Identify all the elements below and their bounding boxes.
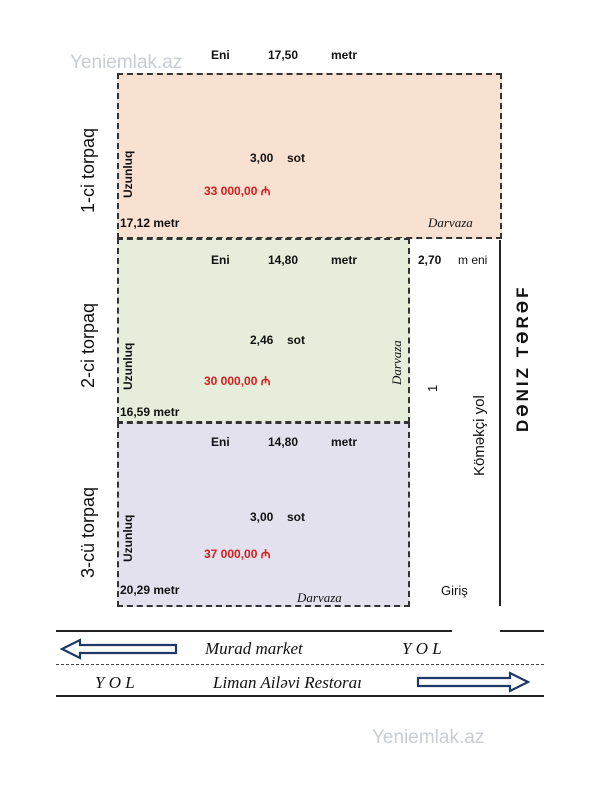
plot-3-area-unit: sot [287, 510, 305, 524]
plot-3-eni-unit: metr [331, 435, 358, 449]
plot-2-eni-label: Eni [211, 253, 230, 267]
plot-1-price: 33 000,00 ₼ [204, 184, 271, 198]
plot-2 [117, 238, 410, 423]
plot-3-side-label: 3-cü torpaq [78, 486, 98, 578]
watermark-bottom: Yeniemlak.az [372, 727, 485, 748]
side-road-right-boundary [499, 240, 501, 606]
side-road-entrance: Giriş [441, 583, 468, 598]
road-top-line-left [56, 630, 410, 632]
plot-1-uzunluq-value: 17,12 metr [120, 216, 180, 230]
plot-3-uzunluq-label: Uzunluq [121, 514, 135, 562]
plot-1-eni-value: 17,50 [268, 48, 299, 62]
plot-2-area-value: 2,46 [250, 333, 274, 347]
sea-side-label: Dəniz tərəf [513, 284, 532, 432]
plot-1-area-value: 3,00 [250, 151, 274, 165]
road-top-line-mid [368, 630, 452, 632]
side-road-number: 1 [425, 384, 440, 392]
plot-3-eni-value: 14,80 [268, 435, 299, 449]
plot-3-uzunluq-value: 20,29 metr [120, 583, 180, 597]
side-road-name: Köməkçi yol [471, 395, 488, 476]
plot-2-side-label: 2-ci torpaq [78, 302, 98, 388]
road-restaurant: Liman Ailəvi Restoraı [213, 673, 362, 692]
side-road-width-unit: m eni [458, 253, 488, 267]
road-yol-top: Y O L [402, 639, 442, 658]
watermark-top: Yeniemlak.az [70, 52, 183, 73]
plot-2-eni-unit: metr [331, 253, 358, 267]
plot-3-eni-label: Eni [211, 435, 230, 449]
side-road-width-value: 2,70 [418, 253, 442, 267]
plot-3-area-value: 3,00 [250, 510, 274, 524]
road-bottom-line [56, 695, 544, 697]
plot-3-price: 37 000,00 ₼ [204, 547, 271, 561]
plot-1-eni-unit: metr [331, 48, 358, 62]
road-center-line [56, 664, 544, 665]
arrow-left-icon [60, 638, 178, 660]
plot-2-uzunluq-value: 16,59 metr [120, 405, 180, 419]
plot-1-side-label: 1-ci torpaq [78, 127, 98, 213]
arrow-right-icon [416, 671, 530, 693]
plot-2-gate: Darvaza [389, 340, 404, 385]
plot-1-uzunluq-label: Uzunluq [121, 150, 135, 198]
plot-2-uzunluq-label: Uzunluq [121, 342, 135, 390]
plot-2-eni-value: 14,80 [268, 253, 299, 267]
plot-3-gate: Darvaza [297, 590, 342, 605]
road-top-line-right [500, 630, 544, 632]
plot-2-area-unit: sot [287, 333, 305, 347]
plot-1-eni-label: Eni [211, 48, 230, 62]
road-yol-bottom: Y O L [95, 673, 135, 692]
plot-2-price: 30 000,00 ₼ [204, 374, 271, 388]
plot-1-gate: Darvaza [428, 215, 473, 230]
plot-3 [117, 422, 410, 607]
plot-1-area-unit: sot [287, 151, 305, 165]
road-murad-market: Murad market [205, 639, 303, 658]
